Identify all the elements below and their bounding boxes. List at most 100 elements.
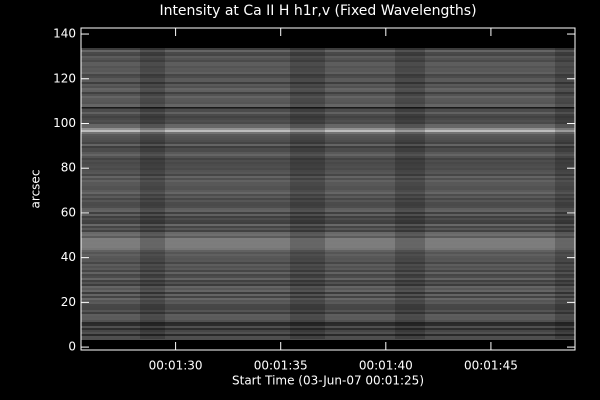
- y-tick-label: 140: [53, 27, 76, 41]
- image-row: [81, 302, 575, 304]
- image-row: [81, 144, 575, 146]
- image-row: [81, 150, 575, 152]
- image-row: [81, 162, 575, 164]
- image-row: [81, 312, 575, 314]
- image-row: [81, 62, 575, 64]
- image-row: [81, 250, 575, 252]
- image-row: [81, 310, 575, 312]
- image-row: [81, 196, 575, 198]
- image-row: [81, 172, 575, 174]
- image-row: [81, 208, 575, 210]
- image-row: [81, 298, 575, 300]
- image-row: [81, 190, 575, 192]
- image-row: [81, 228, 575, 230]
- image-row: [81, 146, 575, 148]
- y-tick-label: 20: [61, 295, 76, 309]
- image-row: [81, 232, 575, 234]
- image-row: [81, 220, 575, 222]
- image-row: [81, 326, 575, 328]
- image-row: [81, 48, 575, 50]
- image-row: [81, 124, 575, 126]
- plot-frame: [80, 27, 576, 351]
- image-row: [81, 64, 575, 66]
- image-row: [81, 304, 575, 306]
- image-row: [81, 202, 575, 204]
- image-row: [81, 156, 575, 158]
- image-row: [81, 138, 575, 140]
- image-row: [81, 260, 575, 262]
- image-row: [81, 254, 575, 256]
- image-row: [81, 158, 575, 160]
- image-row: [81, 262, 575, 264]
- image-row: [81, 206, 575, 208]
- image-row: [81, 50, 575, 52]
- image-row: [81, 192, 575, 194]
- image-row: [81, 240, 575, 242]
- image-row: [81, 184, 575, 186]
- image-row: [81, 98, 575, 100]
- image-row: [81, 328, 575, 330]
- image-row: [81, 106, 575, 108]
- image-row: [81, 136, 575, 138]
- image-row: [81, 252, 575, 254]
- image-row: [81, 148, 575, 150]
- image-row: [81, 80, 575, 82]
- image-row: [81, 132, 575, 134]
- image-row: [81, 290, 575, 292]
- image-row: [81, 72, 575, 74]
- x-axis-label: Start Time (03-Jun-07 00:01:25): [232, 374, 424, 388]
- image-row: [81, 266, 575, 268]
- image-row: [81, 276, 575, 278]
- image-row: [81, 216, 575, 218]
- image-row: [81, 282, 575, 284]
- image-row: [81, 212, 575, 214]
- image-column: [140, 48, 165, 339]
- image-row: [81, 238, 575, 240]
- image-row: [81, 110, 575, 112]
- image-row: [81, 186, 575, 188]
- image-row: [81, 128, 575, 130]
- image-row: [81, 96, 575, 98]
- image-row: [81, 336, 575, 338]
- image-row: [81, 174, 575, 176]
- image-row: [81, 100, 575, 102]
- image-row: [81, 214, 575, 216]
- image-row: [81, 134, 575, 136]
- intensity-image: [81, 48, 575, 340]
- image-row: [81, 224, 575, 226]
- image-row: [81, 296, 575, 298]
- image-row: [81, 90, 575, 92]
- image-row: [81, 126, 575, 128]
- image-row: [81, 222, 575, 224]
- y-axis-label: arcsec: [29, 170, 43, 209]
- image-row: [81, 122, 575, 124]
- image-row: [81, 274, 575, 276]
- image-row: [81, 164, 575, 166]
- image-row: [81, 314, 575, 316]
- image-row: [81, 56, 575, 58]
- image-row: [81, 318, 575, 320]
- image-row: [81, 268, 575, 270]
- image-row: [81, 176, 575, 178]
- image-row: [81, 334, 575, 336]
- image-row: [81, 112, 575, 114]
- image-column: [555, 48, 575, 339]
- image-row: [81, 178, 575, 180]
- image-row: [81, 154, 575, 156]
- image-row: [81, 120, 575, 122]
- image-row: [81, 244, 575, 246]
- image-row: [81, 188, 575, 190]
- image-row: [81, 338, 575, 340]
- image-row: [81, 66, 575, 68]
- image-row: [81, 288, 575, 290]
- image-row: [81, 230, 575, 232]
- y-tick-label: 0: [68, 340, 76, 354]
- image-row: [81, 332, 575, 334]
- image-row: [81, 256, 575, 258]
- image-row: [81, 94, 575, 96]
- image-column: [395, 48, 425, 339]
- image-row: [81, 152, 575, 154]
- image-row: [81, 218, 575, 220]
- image-row: [81, 82, 575, 84]
- image-row: [81, 210, 575, 212]
